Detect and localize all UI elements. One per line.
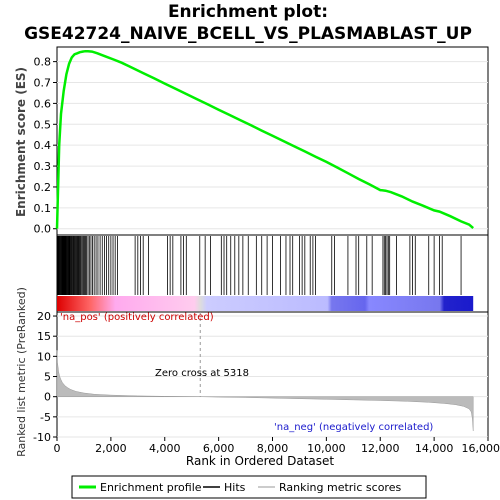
- rank-x-axis-label: Rank in Ordered Dataset: [186, 454, 334, 468]
- es-y-tick-label: 0.4: [34, 139, 52, 152]
- es-y-tick-label: 0.5: [34, 118, 52, 131]
- es-panel-grid: [57, 61, 488, 230]
- es-y-axis-label: Enrichment score (ES): [14, 67, 28, 217]
- rank-x-tick-label: 6,000: [203, 442, 235, 455]
- positive-correlation-label: 'na_pos' (positively correlated): [60, 312, 214, 323]
- legend-box: [71, 475, 427, 499]
- ranking-metric-area: [56, 350, 474, 432]
- rank-y-tick-label: 10: [37, 350, 51, 363]
- legend-label-enrichment-profile: Enrichment profile: [100, 481, 202, 494]
- rank-x-tick-label: 14,000: [415, 442, 454, 455]
- rank-y-tick-label: 20: [37, 310, 51, 323]
- ranking-heatmap-bar: [57, 296, 474, 311]
- rank-x-tick-label: 10,000: [307, 442, 346, 455]
- zero-cross-label: Zero cross at 5318: [155, 368, 249, 379]
- rank-x-tick-label: 8,000: [257, 442, 289, 455]
- es-y-tick-label: 0.3: [34, 160, 52, 173]
- es-y-tick-label: 0.0: [34, 223, 52, 236]
- chart-title-line-2: GSE42724_NAIVE_BCELL_VS_PLASMABLAST_UP: [24, 24, 472, 44]
- rank-y-tick-label: 15: [37, 330, 51, 343]
- es-y-tick-label: 0.2: [34, 181, 52, 194]
- rank-x-tick-label: 16,000: [462, 442, 500, 455]
- rank-x-tick-label: 4,000: [149, 442, 181, 455]
- chart-title-line-1: Enrichment plot:: [168, 2, 328, 22]
- legend-item-hits: Hits: [203, 481, 246, 494]
- es-y-tick-label: 0.8: [34, 56, 52, 69]
- rank-x-axis: 0 2,000 4,000 6,000 8,000 10,000 12,000 14,000 1…: [54, 437, 500, 455]
- rank-x-tick-label: 2,000: [95, 442, 127, 455]
- rank-y-tick-label: -5: [40, 411, 51, 424]
- rank-y-axis: -10 -5 0 5 10 15 20: [33, 310, 57, 444]
- rank-panel-frame: [56, 311, 489, 438]
- rank-x-tick-label: 0: [54, 442, 61, 455]
- legend-label-ranking-metric: Ranking metric scores: [279, 481, 401, 494]
- legend-label-hits: Hits: [224, 481, 246, 494]
- es-y-tick-label: 0.1: [34, 202, 52, 215]
- rank-y-axis-label: Ranked list metric (PreRanked): [15, 287, 28, 457]
- negative-correlation-label: 'na_neg' (negatively correlated): [274, 422, 433, 433]
- enrichment-profile-line: [55, 49, 475, 230]
- hit-markers: [57, 236, 462, 295]
- rank-y-tick-label: 0: [44, 391, 51, 404]
- es-y-axis: 0.0 0.1 0.2 0.3 0.4 0.5 0.6 0.7 0.8: [34, 56, 57, 236]
- rank-y-tick-label: 5: [44, 371, 51, 384]
- legend-item-enrichment-profile: Enrichment profile: [79, 481, 202, 494]
- rank-y-tick-label: -10: [33, 431, 51, 444]
- es-y-tick-label: 0.7: [34, 77, 52, 90]
- rank-x-tick-label: 12,000: [361, 442, 400, 455]
- es-y-tick-label: 0.6: [34, 97, 52, 110]
- legend-item-ranking-metric-scores: Ranking metric scores: [258, 481, 401, 494]
